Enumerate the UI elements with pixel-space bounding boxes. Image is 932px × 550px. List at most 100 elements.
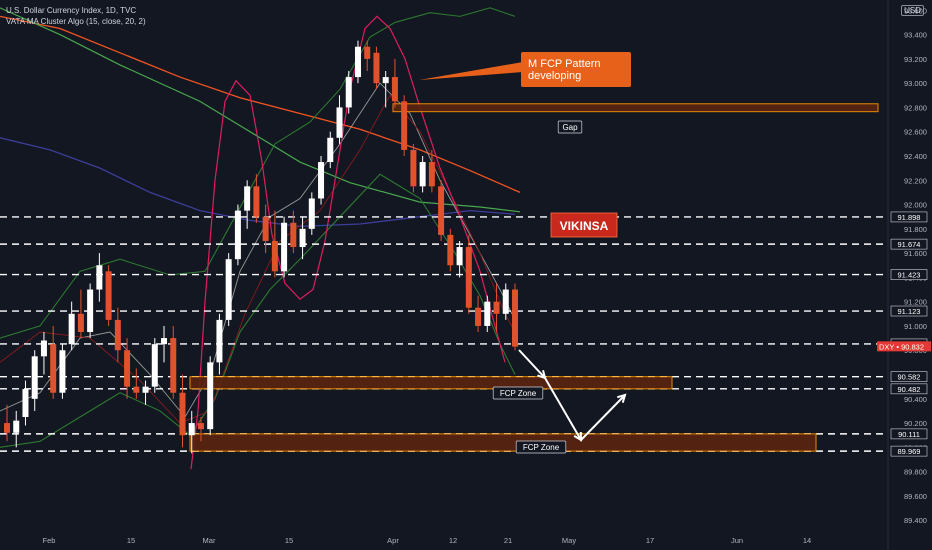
candle [382, 77, 389, 84]
y-tick-label: 93.200 [904, 55, 927, 64]
candle [512, 289, 518, 347]
y-tick-label: 93.400 [904, 31, 927, 40]
callout-text: developing [528, 70, 581, 82]
candle [234, 210, 241, 260]
candle [438, 186, 445, 235]
candle [484, 301, 491, 326]
x-tick-label: Mar [203, 536, 216, 545]
candle [124, 350, 131, 387]
level-label: 89.969 [898, 447, 921, 456]
level-label-box [890, 238, 928, 250]
y-tick-label: 91.600 [904, 249, 927, 258]
ma-navy-line [0, 137, 516, 228]
candle [170, 338, 177, 393]
candle [77, 313, 84, 333]
bollinger-lower-line [0, 173, 516, 448]
candle [87, 289, 94, 333]
gap-zone [392, 103, 879, 113]
candle [475, 307, 482, 326]
level-label-box [890, 269, 928, 280]
y-tick-label: 89.600 [904, 492, 927, 501]
candle [336, 107, 343, 138]
candle [465, 247, 472, 308]
level-label: 91.423 [898, 271, 921, 280]
candle [216, 319, 223, 363]
candle [50, 344, 57, 393]
indicator-legend: VATA MA Cluster Algo (15, close, 20, 2) [6, 17, 146, 26]
y-tick-label: 92.600 [904, 128, 927, 137]
candle [68, 313, 75, 345]
candle [281, 222, 288, 272]
candle [428, 162, 435, 187]
y-tick-label: 90.200 [904, 419, 927, 428]
candle [419, 162, 426, 187]
projection-arrowhead [573, 431, 583, 442]
y-tick-label: 92.000 [904, 201, 927, 210]
x-tick-label: Apr [387, 536, 399, 545]
level-label-box [890, 371, 928, 382]
brand-box [550, 212, 618, 238]
level-label: 91.898 [898, 213, 921, 222]
candle [290, 222, 297, 248]
fcp-zone-label: FCP Zone [523, 443, 560, 452]
candle [299, 228, 306, 248]
candle [105, 271, 112, 320]
projection-path [518, 349, 626, 442]
x-tick-label: 12 [449, 536, 457, 545]
candle [225, 259, 232, 320]
fcp-zone [189, 433, 817, 452]
candle [373, 52, 380, 84]
callout-pointer [419, 62, 523, 80]
ma-darkred-line [0, 94, 516, 424]
x-tick-label: 17 [646, 536, 654, 545]
candle [22, 389, 29, 418]
candle [447, 234, 454, 266]
candle [197, 423, 204, 430]
candle [151, 344, 158, 387]
y-tick-label: 91.200 [904, 298, 927, 307]
candle [13, 420, 20, 433]
candle [114, 319, 121, 351]
candle [179, 392, 186, 436]
x-tick-label: 14 [803, 536, 811, 545]
candle [271, 240, 278, 272]
candle [327, 137, 334, 163]
x-tick-label: 15 [127, 536, 135, 545]
gap-label-box [557, 120, 583, 134]
candle [502, 289, 509, 314]
callout-box [521, 52, 631, 87]
candle [133, 386, 140, 393]
candle [364, 46, 371, 59]
y-tick-label: 89.400 [904, 516, 927, 525]
level-label: 91.674 [898, 240, 921, 249]
candle [391, 77, 398, 102]
candle [345, 77, 352, 108]
y-tick-label: 89.800 [904, 468, 927, 477]
level-label: 91.123 [898, 307, 921, 316]
candle [207, 362, 214, 430]
x-tick-label: 15 [285, 536, 293, 545]
y-tick-label: 92.200 [904, 176, 927, 185]
ma-green-line [0, 7, 521, 213]
candle [142, 386, 149, 393]
candle [354, 46, 361, 78]
y-tick-label: 90.400 [904, 395, 927, 404]
candle [253, 186, 260, 217]
level-label: 90.111 [898, 430, 920, 439]
chart-title: U.S. Dollar Currency Index, 1D, TVC [6, 6, 137, 15]
fcp-zone [189, 376, 673, 390]
candle [401, 101, 408, 150]
currency-button[interactable]: USD [901, 5, 924, 16]
candle [456, 247, 463, 266]
last-price-tag [877, 341, 931, 352]
x-tick-label: Feb [43, 536, 56, 545]
candle [96, 265, 103, 290]
projection-arrowhead [617, 393, 627, 403]
y-tick-label: 92.800 [904, 103, 927, 112]
candle [410, 149, 417, 187]
candle [161, 338, 168, 345]
candle [40, 340, 47, 357]
x-tick-label: May [562, 536, 576, 545]
fcp-zone-label-box [515, 440, 567, 454]
